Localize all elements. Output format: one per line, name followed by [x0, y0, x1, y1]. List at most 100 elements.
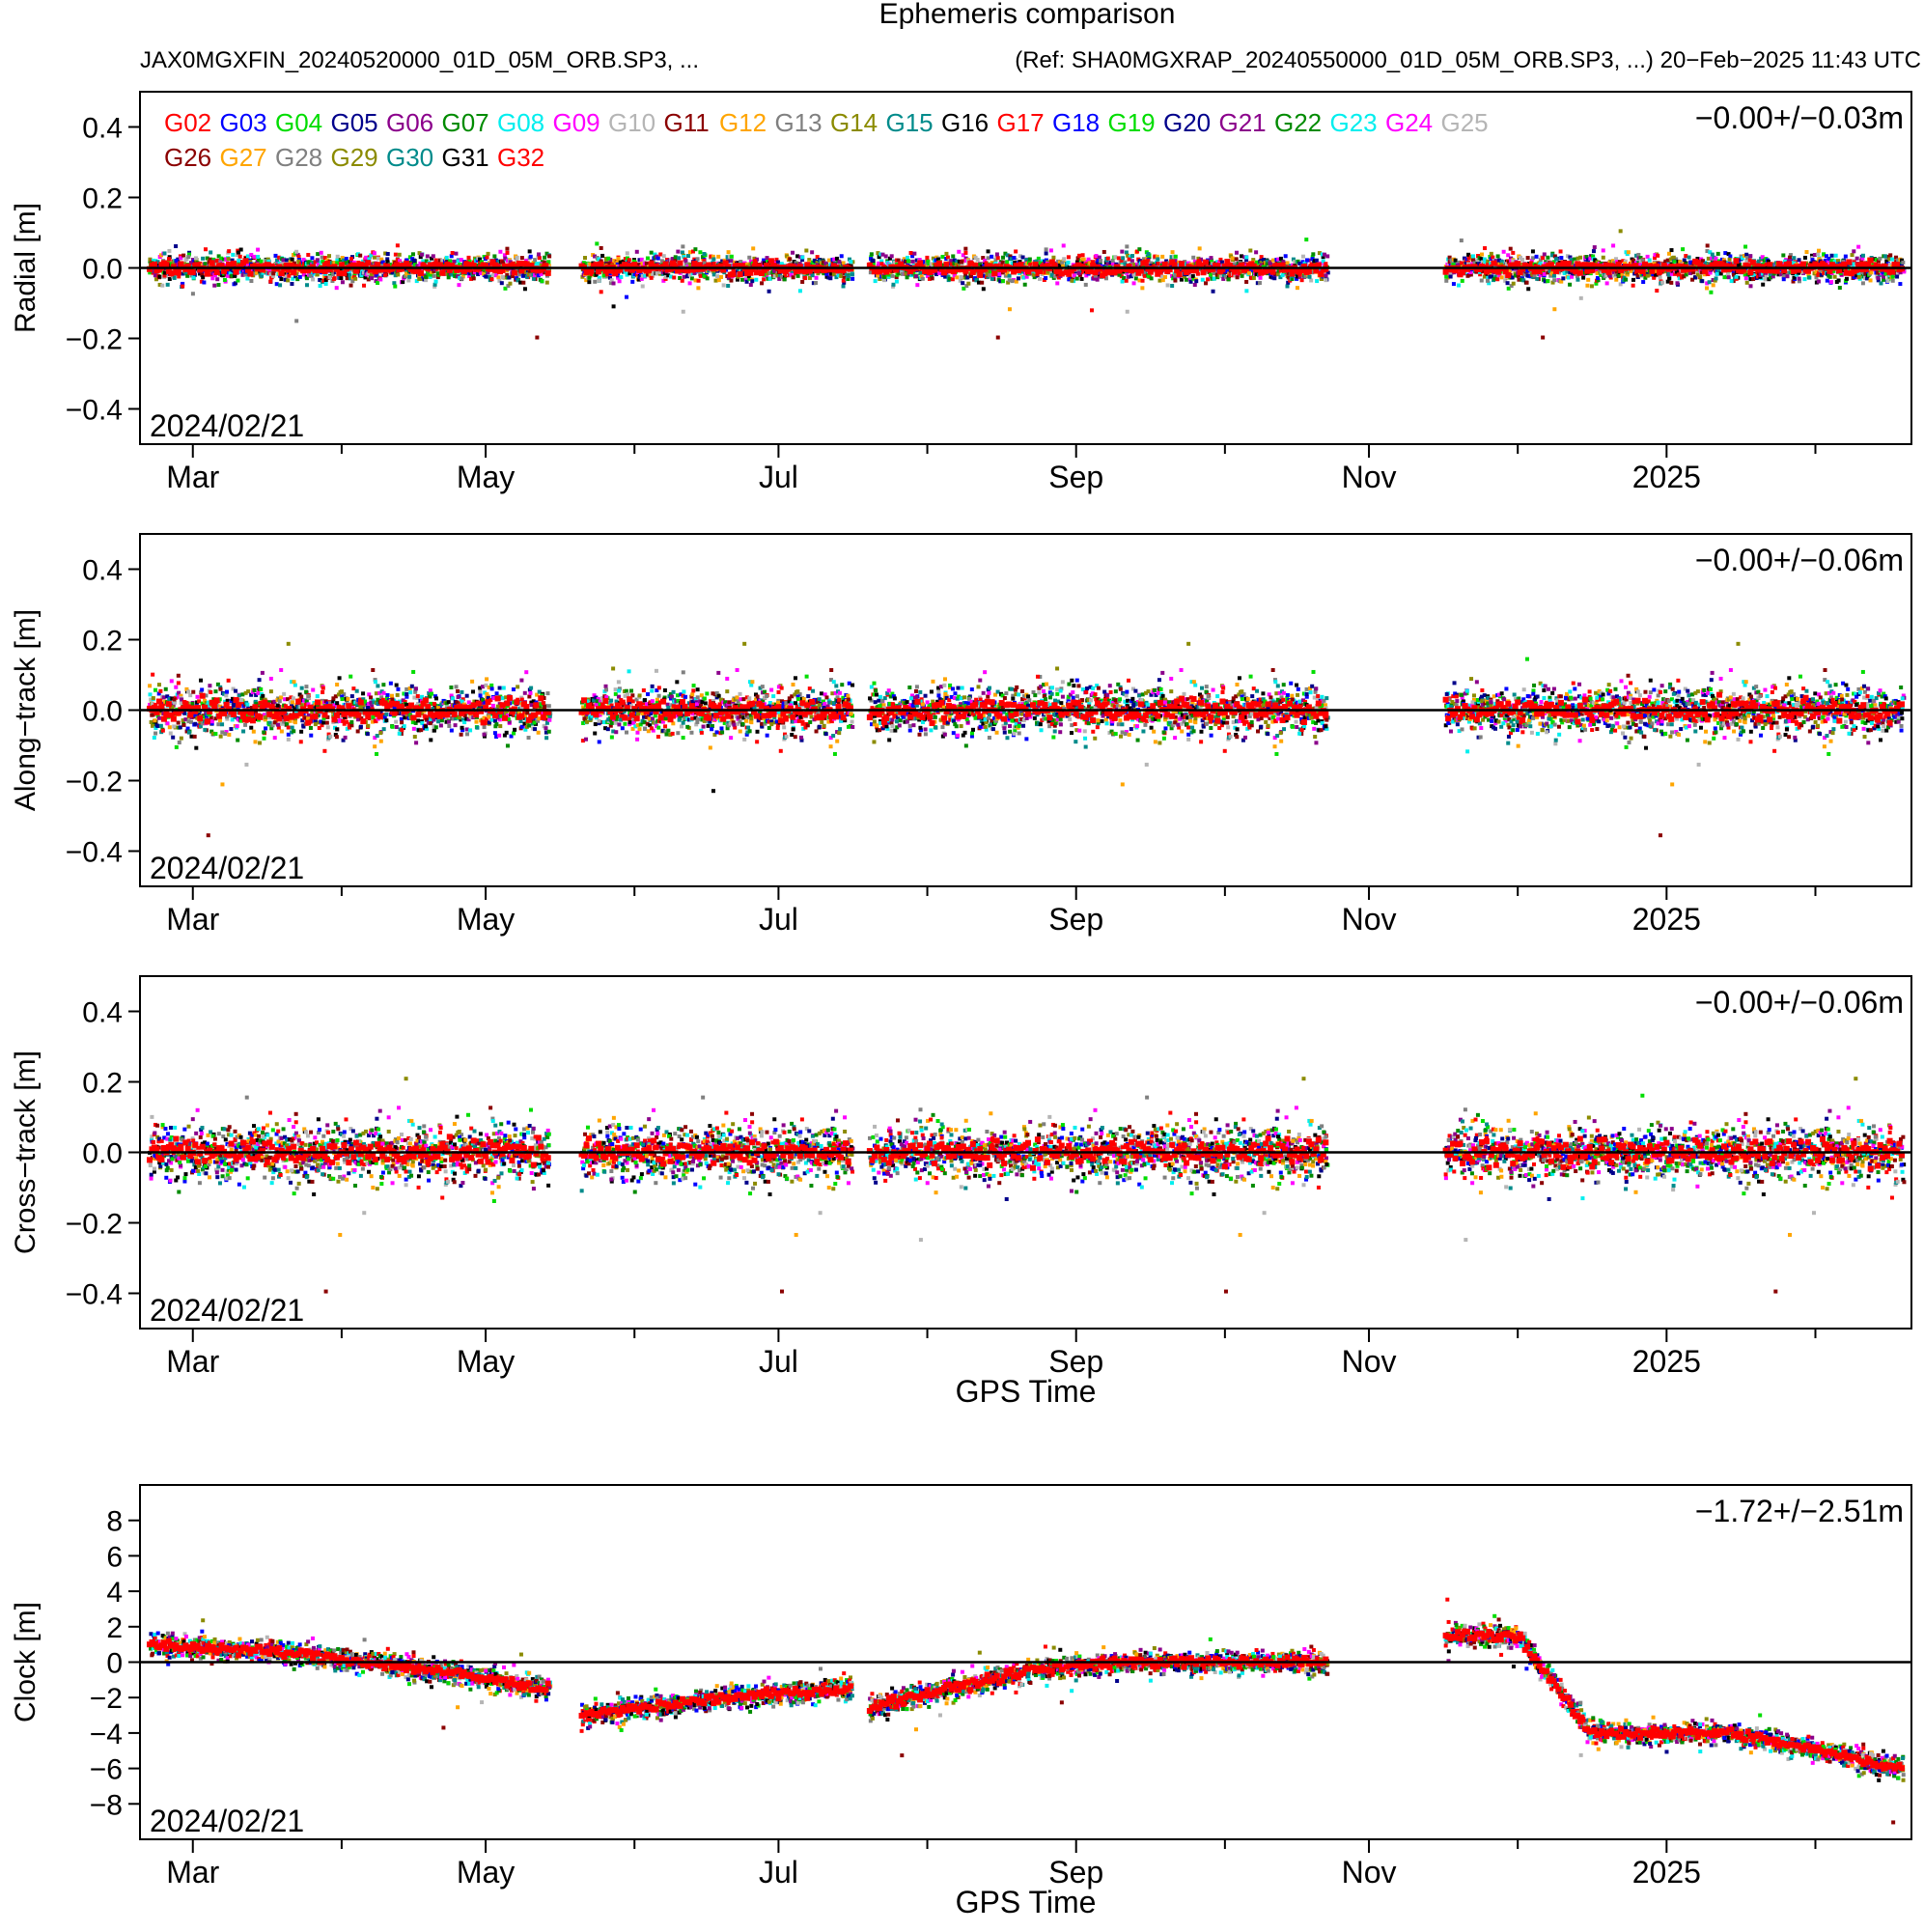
data-point	[1495, 277, 1500, 282]
data-point	[511, 274, 516, 279]
data-point	[361, 270, 366, 275]
data-point	[433, 258, 438, 263]
data-point	[1291, 257, 1296, 262]
data-point	[1546, 279, 1550, 284]
data-point	[766, 271, 770, 276]
data-point	[204, 270, 210, 277]
data-point	[1160, 278, 1165, 283]
data-point	[1552, 254, 1557, 259]
data-point	[709, 254, 713, 259]
data-point	[521, 280, 526, 285]
data-point	[597, 275, 601, 280]
data-point	[361, 259, 366, 264]
data-point	[1593, 258, 1598, 263]
data-point	[1131, 272, 1136, 277]
data-point	[814, 275, 819, 280]
data-point	[1595, 276, 1600, 281]
data-point	[1296, 274, 1300, 279]
data-point	[1565, 254, 1570, 259]
data-point	[1488, 254, 1492, 259]
data-point	[1483, 260, 1488, 265]
data-point	[186, 255, 191, 260]
data-point	[721, 283, 726, 288]
data-point	[1235, 275, 1240, 280]
data-point	[479, 271, 484, 276]
data-point	[1494, 262, 1499, 266]
data-point	[521, 273, 526, 278]
data-point	[1499, 262, 1504, 266]
data-point	[352, 267, 359, 274]
data-point	[800, 255, 805, 260]
data-point	[1607, 273, 1612, 278]
data-point	[1110, 258, 1115, 263]
data-point	[1489, 251, 1493, 256]
data-point	[410, 252, 415, 257]
data-point	[998, 279, 1003, 284]
data-point	[1470, 262, 1475, 266]
data-point	[383, 273, 388, 278]
data-point	[467, 273, 472, 278]
data-point	[1638, 263, 1643, 267]
data-point	[628, 266, 635, 273]
data-point	[435, 275, 440, 280]
data-point	[1051, 262, 1058, 268]
data-point	[689, 276, 694, 281]
data-point	[821, 262, 825, 266]
data-point	[213, 269, 220, 276]
data-point	[1653, 253, 1658, 258]
data-point	[537, 256, 542, 261]
data-point	[775, 260, 780, 265]
data-point	[822, 271, 826, 276]
data-point	[653, 252, 657, 257]
data-point	[935, 257, 940, 262]
data-point	[935, 260, 942, 266]
data-point	[474, 264, 479, 268]
data-point	[489, 277, 494, 282]
data-point	[1005, 260, 1010, 265]
data-point	[201, 256, 206, 261]
data-point	[1643, 275, 1648, 280]
data-point	[1003, 273, 1008, 278]
data-point	[490, 273, 495, 278]
data-point	[1521, 278, 1526, 283]
data-point	[245, 254, 250, 259]
data-point	[1485, 278, 1490, 283]
data-point	[815, 261, 820, 266]
data-point	[334, 286, 339, 291]
data-point	[608, 281, 613, 286]
data-point	[1012, 255, 1017, 260]
data-point	[450, 250, 455, 255]
data-point	[977, 269, 982, 274]
data-point	[536, 273, 541, 278]
data-point	[1559, 255, 1564, 260]
data-point	[687, 281, 692, 286]
data-point	[508, 281, 513, 286]
data-point	[1618, 282, 1623, 287]
data-point	[402, 267, 406, 272]
data-point	[609, 278, 614, 283]
data-point	[754, 277, 759, 282]
data-point	[767, 258, 774, 265]
data-point	[946, 274, 951, 279]
data-point	[711, 254, 715, 259]
data-point	[370, 276, 375, 281]
data-point	[372, 251, 376, 256]
data-point	[404, 273, 408, 278]
data-point	[1629, 268, 1633, 273]
data-point	[850, 276, 855, 281]
data-point	[630, 279, 635, 284]
data-point	[1471, 258, 1476, 263]
data-point	[1270, 258, 1275, 263]
data-point	[344, 261, 349, 266]
data-point	[1303, 273, 1308, 278]
data-point	[663, 274, 668, 279]
data-point	[1276, 257, 1281, 262]
data-point	[934, 258, 938, 263]
data-point	[385, 257, 390, 262]
data-point	[230, 258, 235, 263]
data-point	[878, 252, 883, 257]
data-point	[870, 258, 875, 263]
data-point	[837, 260, 842, 265]
data-point	[427, 272, 432, 277]
data-point	[919, 274, 924, 279]
